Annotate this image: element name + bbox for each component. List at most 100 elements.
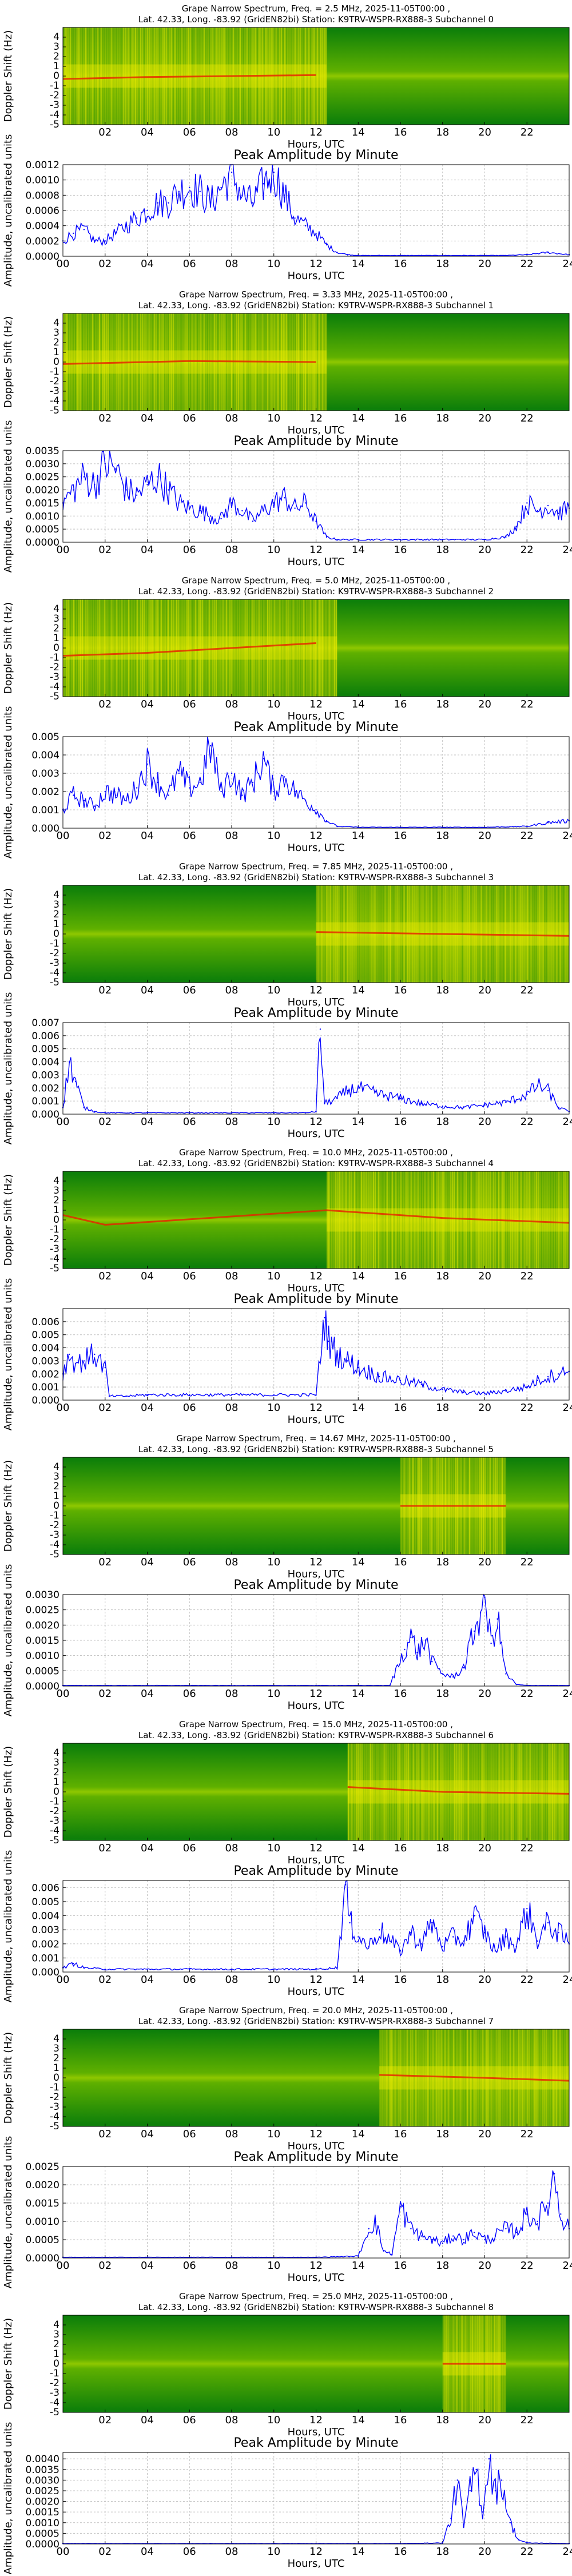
- x-tick-label: 08: [225, 544, 239, 556]
- data-point: [104, 1366, 106, 1369]
- chart-panel-14: Grape Narrow Spectrum, Freq. = 20.0 MHz,…: [2, 2005, 570, 2152]
- data-point: [73, 489, 74, 491]
- data-point: [336, 1353, 338, 1355]
- data-point: [463, 2526, 464, 2528]
- data-point: [231, 1112, 233, 1114]
- x-tick-label: 14: [352, 544, 365, 556]
- chart-panel-11: Peak Amplitude by Minute 0.0000 0.0005 0.00…: [2, 1564, 572, 1717]
- doppler-trace: [379, 2074, 570, 2082]
- y-axis-label: Amplitude, uncalibrated units: [2, 1564, 14, 1717]
- x-tick-label: 18: [436, 984, 449, 996]
- x-tick-label: 18: [436, 2546, 449, 2558]
- x-tick-label: 14: [352, 2546, 365, 2558]
- x-tick-label: 16: [394, 412, 407, 424]
- y-tick-label: 0.003: [31, 768, 59, 780]
- x-tick-label: 16: [394, 1270, 407, 1282]
- spectrum-subtitle: Lat. 42.33, Long. -83.92 (GridEN82bi) St…: [138, 872, 494, 882]
- x-tick-label: 24: [563, 1688, 572, 1700]
- spectrum-title: Grape Narrow Spectrum, Freq. = 20.0 MHz,…: [179, 2005, 453, 2016]
- x-tick-label: 10: [267, 1270, 280, 1282]
- data-point: [189, 787, 190, 789]
- y-tick-label: 2: [53, 1481, 59, 1492]
- chart-title: Peak Amplitude by Minute: [233, 1006, 398, 1020]
- data-point: [442, 255, 443, 256]
- x-tick-label: 16: [394, 2546, 407, 2558]
- x-tick-label: 12: [309, 2260, 323, 2272]
- y-tick-label: 0.0015: [26, 2198, 59, 2209]
- y-tick-label: 4: [53, 2319, 59, 2331]
- y-tick-label: -1: [50, 938, 59, 949]
- data-point: [368, 2228, 370, 2229]
- y-tick-label: 0.0000: [26, 251, 59, 263]
- data-point: [442, 1946, 443, 1947]
- y-tick-label: 0.0025: [26, 2161, 59, 2173]
- x-tick-label: 14: [352, 984, 365, 996]
- data-point: [220, 518, 222, 520]
- x-axis-label: Hours, UTC: [288, 270, 345, 282]
- x-tick-label: 02: [98, 1842, 112, 1854]
- y-axis-label: Doppler Shift (Hz): [2, 1746, 14, 1838]
- x-tick-label: 22: [521, 2128, 534, 2140]
- data-point: [231, 1968, 233, 1970]
- x-tick-label: 06: [183, 1116, 196, 1128]
- series-points: [62, 1597, 570, 1687]
- x-tick-label: 12: [309, 2414, 323, 2426]
- y-tick-label: 0.005: [31, 1897, 59, 1908]
- x-tick-label: 12: [309, 984, 323, 996]
- y-tick-label: 1: [53, 633, 59, 644]
- x-tick-label: 18: [436, 2128, 449, 2140]
- x-tick-label: 20: [478, 2414, 491, 2426]
- x-tick-label: 04: [141, 1556, 154, 1568]
- x-tick-label: 02: [98, 2414, 112, 2426]
- data-point: [526, 1386, 528, 1388]
- x-tick-label: 20: [478, 1402, 491, 1414]
- data-point: [399, 1950, 402, 1952]
- y-axis-label: Doppler Shift (Hz): [2, 30, 14, 122]
- x-tick-label: 16: [394, 1974, 407, 1986]
- x-tick-label: 16: [394, 984, 407, 996]
- y-tick-label: 0.0035: [26, 2464, 59, 2476]
- chart-panel-15: Peak Amplitude by Minute 0.0000 0.0005 0.00…: [2, 2136, 572, 2289]
- data-point: [125, 800, 127, 802]
- x-axis-label: Hours, UTC: [288, 2272, 345, 2284]
- data-point: [74, 1362, 77, 1365]
- x-tick-label: 08: [225, 1556, 239, 1568]
- x-axis-label: Hours, UTC: [288, 1700, 345, 1712]
- data-point: [425, 1639, 427, 1641]
- data-point: [431, 2239, 433, 2241]
- data-point: [526, 502, 528, 504]
- chart-title: Peak Amplitude by Minute: [233, 2150, 398, 2164]
- data-point: [178, 502, 180, 504]
- x-tick-label: 20: [478, 412, 491, 424]
- data-point: [505, 255, 507, 256]
- y-tick-label: 0.0010: [26, 175, 59, 186]
- data-point: [518, 2539, 519, 2541]
- y-tick-label: -1: [50, 652, 59, 663]
- data-point: [484, 1931, 486, 1934]
- y-tick-label: 0.0005: [26, 524, 59, 535]
- x-tick-label: 16: [394, 1402, 407, 1414]
- x-axis-label: Hours, UTC: [288, 710, 345, 722]
- data-point: [273, 790, 275, 793]
- x-tick-label: 18: [436, 1688, 449, 1700]
- series-points: [62, 2173, 570, 2258]
- y-tick-label: -3: [50, 1529, 59, 1541]
- y-tick-label: 0.001: [31, 1096, 59, 1107]
- x-tick-label: 06: [183, 984, 196, 996]
- y-tick-label: -3: [50, 1815, 59, 1827]
- data-point: [515, 1684, 517, 1685]
- y-tick-label: 0.0010: [26, 2518, 59, 2529]
- y-tick-label: 0.0025: [26, 472, 59, 483]
- x-tick-label: 22: [521, 830, 534, 842]
- spectrum-subtitle: Lat. 42.33, Long. -83.92 (GridEN82bi) St…: [138, 300, 494, 311]
- y-tick-label: 3: [53, 899, 59, 911]
- data-point: [547, 1090, 549, 1092]
- x-tick-label: 12: [309, 1842, 323, 1854]
- y-tick-label: 0.0015: [26, 2507, 59, 2518]
- data-point: [490, 1643, 492, 1644]
- y-tick-label: 3: [53, 613, 59, 625]
- data-point: [199, 781, 201, 784]
- x-tick-label: 24: [563, 544, 572, 556]
- x-tick-label: 12: [309, 1556, 323, 1568]
- data-point: [456, 2479, 458, 2481]
